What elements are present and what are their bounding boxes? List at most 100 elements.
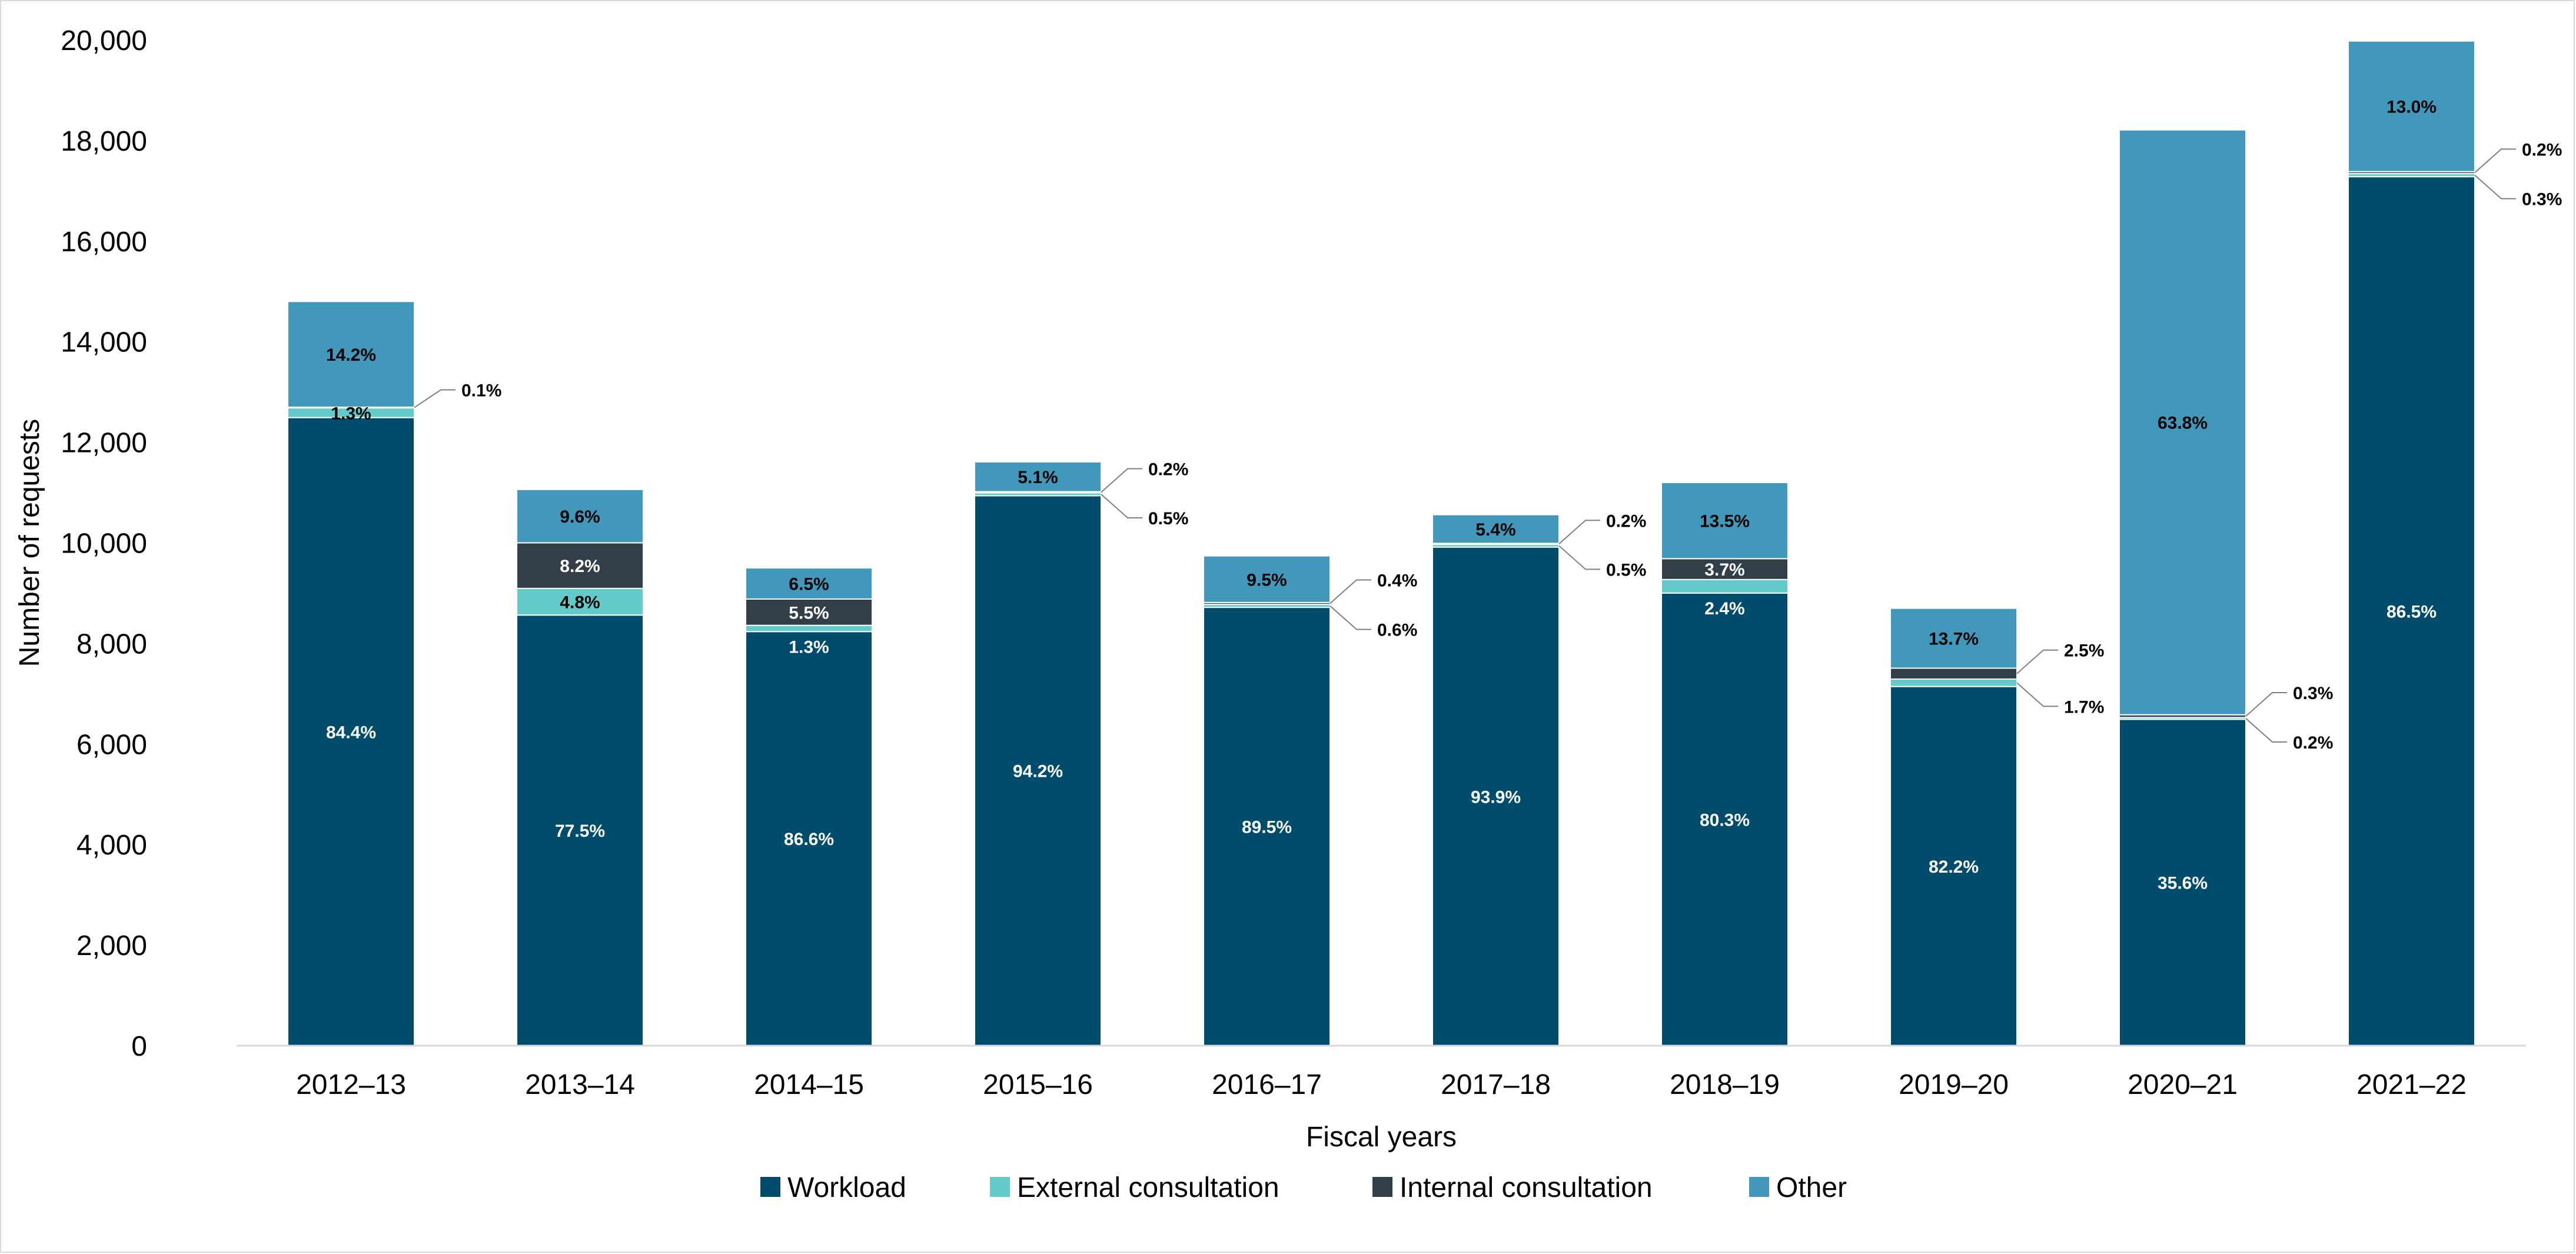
callout-label: 0.4%	[1377, 571, 1417, 590]
callout-leader-line	[414, 389, 456, 408]
bar-segment-workload	[1432, 546, 1560, 1046]
legend-item: Internal consultation	[1372, 1172, 1653, 1203]
bar-segment-external-consultation	[1890, 678, 2017, 687]
bar-segment-workload	[1890, 686, 2017, 1046]
callout-leader-line	[2016, 682, 2058, 707]
y-tick-label: 4,000	[77, 830, 147, 861]
data-label: 63.8%	[2158, 414, 2208, 433]
data-label: 5.1%	[1018, 468, 1058, 487]
data-label: 89.5%	[1242, 818, 1292, 837]
bar-segment-external-consultation	[1661, 578, 1789, 594]
bar-segment-internal-consultation	[1890, 667, 2017, 680]
legend-label: Workload	[787, 1172, 906, 1203]
y-tick-label: 6,000	[77, 729, 147, 760]
data-label: 14.2%	[326, 345, 376, 365]
bar-segment-other	[1432, 514, 1560, 544]
bar-segment-workload	[2348, 176, 2475, 1047]
y-tick-label: 10,000	[61, 528, 147, 560]
data-label: 1.3%	[789, 637, 829, 657]
callout-label: 0.2%	[2293, 733, 2333, 753]
callout-label: 0.1%	[461, 381, 501, 401]
legend-item: Other	[1749, 1172, 1847, 1203]
bar-segment-other	[2348, 40, 2475, 172]
data-label: 13.7%	[1929, 630, 1979, 649]
x-tick-label: 2019–20	[1899, 1069, 2009, 1100]
legend: Workload External consultation Internal co…	[760, 1172, 1847, 1203]
x-tick-label: 2021–22	[2356, 1069, 2467, 1100]
data-label: 4.8%	[560, 593, 600, 613]
data-label: 2.4%	[1704, 599, 1744, 618]
legend-swatch	[1749, 1177, 1769, 1197]
y-tick-label: 18,000	[61, 126, 147, 157]
y-tick-label: 8,000	[77, 628, 147, 660]
y-tick-label: 2,000	[77, 930, 147, 962]
callout-label: 0.5%	[1148, 509, 1188, 528]
bar-segment-external-consultation	[745, 624, 873, 633]
y-tick-label: 12,000	[61, 428, 147, 459]
legend-item: Workload	[760, 1172, 906, 1203]
x-tick-label: 2016–17	[1212, 1069, 1322, 1100]
bar-segment-other	[287, 301, 415, 408]
bar-segment-other	[974, 461, 1102, 493]
callout-leader-line	[2474, 174, 2516, 199]
legend-swatch	[990, 1177, 1010, 1197]
x-tick-label: 2020–21	[2128, 1069, 2238, 1100]
data-label: 35.6%	[2158, 874, 2208, 893]
y-axis-title: Number of requests	[14, 419, 45, 667]
bars-group	[287, 40, 2475, 1047]
data-label: 86.5%	[2386, 603, 2437, 622]
data-label: 1.3%	[331, 404, 371, 423]
data-label: 13.0%	[2386, 98, 2437, 117]
data-label: 84.4%	[326, 723, 376, 742]
x-axis-title: Fiscal years	[1306, 1122, 1457, 1153]
callout-leader-line	[1101, 468, 1142, 493]
legend-label: External consultation	[1017, 1172, 1279, 1203]
data-label: 13.5%	[1700, 512, 1750, 531]
data-label: 77.5%	[555, 821, 605, 841]
callout-label: 0.3%	[2293, 684, 2333, 703]
x-tick-label: 2017–18	[1441, 1069, 1551, 1100]
callout-leader-line	[1558, 520, 1600, 545]
callout-label: 1.7%	[2064, 697, 2104, 717]
data-label: 93.9%	[1471, 787, 1521, 807]
data-label: 82.2%	[1929, 857, 1979, 877]
data-label: 3.7%	[1704, 560, 1744, 580]
legend-swatch	[760, 1177, 780, 1197]
x-tick-label: 2013–14	[525, 1069, 635, 1100]
callout-label: 0.5%	[1606, 560, 1646, 580]
callout-leader-line	[2016, 649, 2058, 674]
y-tick-label: 14,000	[61, 327, 147, 358]
callout-leader-line	[1329, 605, 1371, 630]
x-tick-label: 2018–19	[1670, 1069, 1780, 1100]
legend-label: Other	[1776, 1172, 1847, 1203]
legend-item: External consultation	[990, 1172, 1279, 1203]
callout-leader-line	[2245, 718, 2287, 743]
bar-segment-other	[745, 567, 873, 600]
legend-label: Internal consultation	[1400, 1172, 1653, 1203]
bar-segment-other	[2119, 129, 2246, 716]
callout-label: 0.6%	[1377, 621, 1417, 640]
callout-leader-line	[2474, 148, 2516, 174]
bar-segment-workload	[2119, 719, 2246, 1046]
data-label: 9.6%	[560, 507, 600, 527]
bar-segment-other	[1203, 555, 1331, 603]
bar-segment-other	[1661, 482, 1789, 560]
y-tick-label: 20,000	[61, 25, 147, 56]
callout-label: 0.2%	[2522, 140, 2562, 159]
callout-leader-line	[1558, 545, 1600, 570]
data-label: 9.5%	[1247, 570, 1287, 590]
callout-label: 0.2%	[1148, 460, 1188, 480]
bar-segment-workload	[287, 417, 415, 1046]
y-tick-label: 16,000	[61, 227, 147, 258]
callout-leader-line	[1101, 494, 1142, 518]
bar-segment-workload	[974, 495, 1102, 1046]
x-tick-label: 2014–15	[754, 1069, 864, 1100]
callout-leader-line	[2245, 691, 2287, 717]
bar-segment-internal-consultation	[516, 542, 644, 589]
x-tick-label: 2012–13	[296, 1069, 406, 1100]
callout-leader-line	[1329, 579, 1371, 604]
bar-segment-other	[1890, 607, 2017, 669]
callout-label: 0.2%	[1606, 511, 1646, 531]
